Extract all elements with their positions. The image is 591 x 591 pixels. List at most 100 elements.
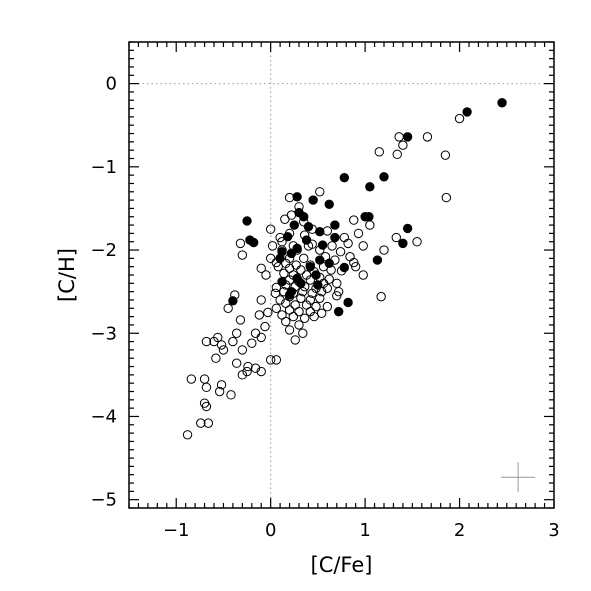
open-data-point: [339, 232, 350, 243]
reference-lines: [129, 42, 554, 508]
open-data-point: [273, 261, 283, 272]
open-data-point: [243, 361, 253, 372]
open-data-point: [265, 355, 276, 365]
filled-data-point: [365, 182, 375, 192]
filled-data-point: [317, 240, 328, 250]
filled-data-point: [462, 107, 472, 117]
open-data-point: [376, 291, 386, 302]
open-data-point: [237, 250, 248, 260]
filled-data-point: [402, 132, 413, 142]
filled-data-point: [330, 232, 340, 243]
open-data-point: [235, 238, 246, 249]
open-data-point: [216, 380, 227, 390]
open-data-point: [343, 238, 353, 249]
open-data-point: [275, 295, 285, 305]
open-data-point: [307, 224, 317, 234]
open-data-point: [277, 237, 287, 247]
open-data-point: [256, 332, 266, 343]
open-data-point: [315, 187, 325, 197]
filled-data-point: [228, 296, 238, 306]
error-bar-cross: [501, 462, 536, 493]
open-data-point: [256, 295, 266, 305]
open-data-point: [271, 257, 282, 268]
open-data-point: [316, 308, 327, 318]
open-data-point: [299, 253, 309, 264]
open-data-point: [324, 274, 334, 284]
open-data-point: [270, 288, 281, 299]
data-points: [182, 98, 507, 440]
filled-data-point: [308, 195, 318, 205]
x-tick-label: 3: [548, 520, 559, 541]
filled-data-point: [339, 172, 350, 183]
open-data-point: [332, 291, 342, 301]
open-data-point: [294, 320, 304, 330]
open-data-point: [336, 266, 347, 276]
open-data-point: [226, 390, 236, 400]
y-tick-label: −1: [90, 157, 117, 178]
open-data-point: [279, 268, 289, 279]
open-data-point: [322, 283, 333, 294]
open-data-point: [335, 247, 346, 257]
open-data-point: [303, 241, 314, 251]
open-data-point: [349, 257, 359, 268]
open-data-point: [201, 336, 212, 347]
open-data-point: [228, 336, 238, 347]
open-data-point: [349, 215, 359, 225]
y-tick-label: −4: [90, 406, 117, 427]
filled-data-point: [364, 212, 374, 222]
filled-data-point: [333, 306, 344, 317]
open-data-point: [326, 265, 336, 275]
open-data-point: [271, 303, 282, 313]
y-tick-label: −2: [90, 240, 117, 261]
filled-data-point: [398, 238, 408, 249]
open-data-point: [271, 282, 282, 293]
open-data-point: [271, 355, 282, 365]
open-data-point: [201, 382, 212, 393]
open-data-point: [265, 224, 276, 234]
filled-data-point: [242, 216, 252, 226]
filled-data-point: [248, 237, 259, 248]
open-data-point: [309, 311, 319, 322]
open-data-point: [275, 232, 285, 243]
open-data-point: [440, 150, 451, 160]
filled-data-point: [324, 199, 334, 209]
open-data-point: [250, 328, 261, 338]
open-data-point: [296, 293, 306, 303]
open-data-point: [391, 232, 401, 243]
open-data-point: [209, 336, 219, 347]
open-data-point: [250, 363, 261, 373]
open-data-point: [296, 265, 306, 275]
open-data-point: [305, 275, 316, 285]
open-data-point: [256, 366, 266, 377]
open-data-point: [247, 338, 257, 348]
open-data-point: [330, 255, 340, 265]
open-data-point: [345, 251, 355, 262]
open-data-point: [182, 430, 193, 440]
filled-data-point: [372, 255, 383, 265]
open-data-point: [196, 418, 206, 428]
x-tick-label: 1: [359, 520, 370, 541]
open-data-point: [327, 241, 337, 251]
open-data-point: [280, 214, 290, 224]
open-data-point: [394, 132, 404, 142]
open-data-point: [309, 266, 319, 277]
open-data-point: [454, 113, 465, 124]
open-data-point: [358, 270, 368, 280]
filled-data-point: [289, 220, 299, 230]
open-data-point: [203, 418, 214, 428]
open-data-point: [333, 286, 344, 297]
open-data-point: [379, 245, 389, 255]
open-data-point: [290, 335, 300, 345]
open-data-point: [230, 290, 240, 300]
open-data-point: [290, 281, 300, 292]
open-data-point: [218, 345, 229, 355]
x-tick-label: −1: [163, 520, 190, 541]
open-data-point: [256, 263, 266, 274]
open-data-point: [261, 270, 271, 280]
x-axis-label: [C/Fe]: [311, 553, 373, 577]
filled-data-point: [301, 235, 312, 245]
open-data-point: [398, 140, 408, 150]
filled-data-point: [343, 297, 353, 308]
open-data-point: [186, 374, 197, 384]
